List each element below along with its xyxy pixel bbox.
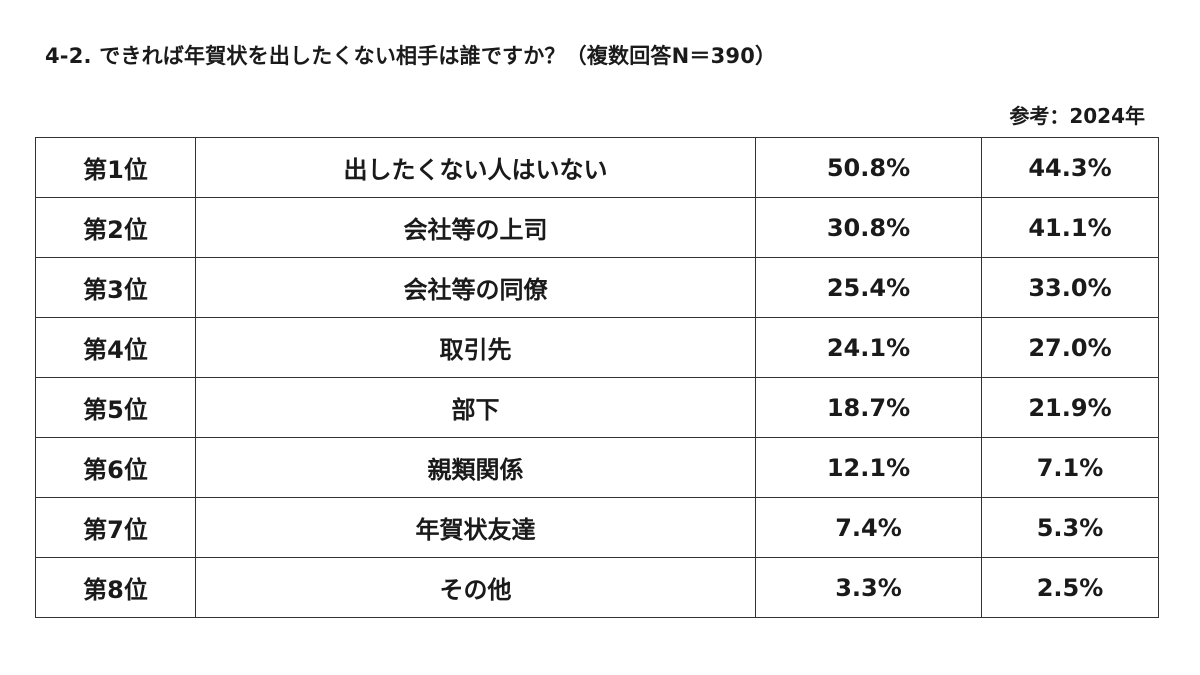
table-row: 第8位 その他 3.3% 2.5% (35, 557, 1159, 618)
item-cell: 出したくない人はいない (195, 137, 756, 198)
value-cell: 30.8% (755, 197, 982, 258)
value-2024-cell: 33.0% (981, 257, 1159, 318)
item-cell: 親類関係 (195, 437, 756, 498)
value-2024-cell: 7.1% (981, 437, 1159, 498)
item-cell: その他 (195, 557, 756, 618)
reference-year-label: 参考：2024年 (1009, 104, 1145, 128)
value-2024-cell: 41.1% (981, 197, 1159, 258)
rank-cell: 第8位 (35, 557, 196, 618)
value-2024-cell: 2.5% (981, 557, 1159, 618)
rank-cell: 第1位 (35, 137, 196, 198)
rank-cell: 第6位 (35, 437, 196, 498)
table-row: 第1位 出したくない人はいない 50.8% 44.3% (35, 137, 1159, 198)
ranking-table: 第1位 出したくない人はいない 50.8% 44.3% 第2位 会社等の上司 30.8% 41… (35, 137, 1159, 618)
table-row: 第5位 部下 18.7% 21.9% (35, 377, 1159, 438)
table-row: 第2位 会社等の上司 30.8% 41.1% (35, 197, 1159, 258)
rank-cell: 第2位 (35, 197, 196, 258)
item-cell: 年賀状友達 (195, 497, 756, 558)
value-cell: 3.3% (755, 557, 982, 618)
value-cell: 25.4% (755, 257, 982, 318)
item-cell: 取引先 (195, 317, 756, 378)
item-cell: 会社等の同僚 (195, 257, 756, 318)
value-cell: 12.1% (755, 437, 982, 498)
table-row: 第3位 会社等の同僚 25.4% 33.0% (35, 257, 1159, 318)
item-cell: 部下 (195, 377, 756, 438)
value-2024-cell: 5.3% (981, 497, 1159, 558)
value-cell: 18.7% (755, 377, 982, 438)
value-cell: 50.8% (755, 137, 982, 198)
table-row: 第4位 取引先 24.1% 27.0% (35, 317, 1159, 378)
item-cell: 会社等の上司 (195, 197, 756, 258)
chart-title: 4-2. できれば年賀状を出したくない相手は誰ですか？（複数回答N＝390） (45, 44, 777, 68)
ranking-table-body: 第1位 出したくない人はいない 50.8% 44.3% 第2位 会社等の上司 30.8% 41… (35, 137, 1159, 618)
value-cell: 7.4% (755, 497, 982, 558)
value-2024-cell: 44.3% (981, 137, 1159, 198)
rank-cell: 第7位 (35, 497, 196, 558)
rank-cell: 第5位 (35, 377, 196, 438)
value-2024-cell: 27.0% (981, 317, 1159, 378)
value-cell: 24.1% (755, 317, 982, 378)
table-row: 第7位 年賀状友達 7.4% 5.3% (35, 497, 1159, 558)
table-row: 第6位 親類関係 12.1% 7.1% (35, 437, 1159, 498)
rank-cell: 第4位 (35, 317, 196, 378)
value-2024-cell: 21.9% (981, 377, 1159, 438)
rank-cell: 第3位 (35, 257, 196, 318)
